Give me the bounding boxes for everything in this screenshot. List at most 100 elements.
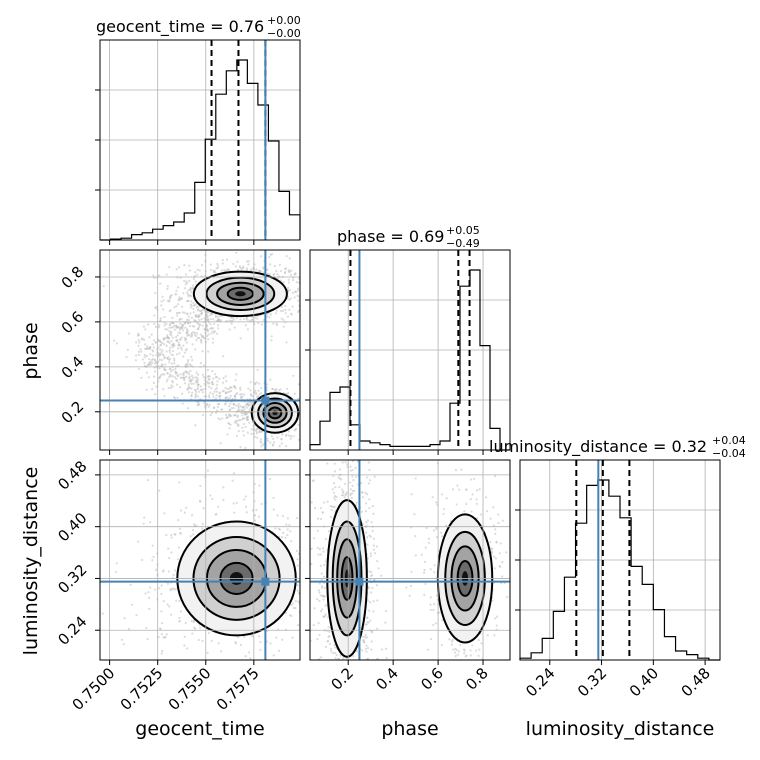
sample-point [257, 394, 260, 398]
sample-point [201, 324, 204, 327]
sample-point [168, 605, 171, 608]
sample-point [160, 351, 163, 354]
sample-point [286, 534, 289, 537]
sample-point [216, 264, 220, 267]
sample-point [307, 537, 309, 539]
sample-point [201, 523, 204, 526]
sample-point [196, 332, 199, 335]
sample-point [166, 670, 168, 672]
sample-point [249, 401, 253, 404]
sample-point [494, 528, 497, 531]
sample-point [179, 531, 182, 535]
sample-point [326, 689, 328, 691]
sample-point [324, 560, 327, 563]
sample-point [280, 438, 283, 441]
sample-point [197, 326, 201, 329]
sample-point [189, 369, 192, 373]
sample-point [215, 394, 218, 397]
sample-point [151, 358, 155, 361]
sample-point [102, 285, 105, 288]
sample-point [320, 509, 322, 511]
sample-point [289, 297, 292, 300]
sample-point [257, 635, 260, 638]
sample-point [181, 329, 185, 332]
sample-point [175, 371, 178, 375]
sample-point [214, 397, 218, 400]
sample-point [146, 345, 149, 348]
sample-point [469, 649, 472, 652]
sample-point [352, 479, 355, 482]
sample-point [173, 397, 177, 400]
sample-point [376, 599, 379, 602]
sample-point [276, 273, 279, 276]
sample-point [142, 325, 146, 328]
sample-point [262, 266, 265, 269]
sample-point [293, 392, 296, 395]
sample-point [313, 414, 315, 416]
scatter-panel-geocent_time-vs-phase-frame [99, 249, 301, 451]
sample-point [312, 479, 315, 482]
sample-point [225, 416, 228, 419]
sample-point [165, 322, 168, 325]
sample-point [215, 332, 219, 335]
sample-point [350, 668, 352, 670]
sample-point [232, 406, 235, 410]
contour-line-mode-1 [257, 397, 293, 429]
sample-point [232, 403, 236, 406]
sample-point [197, 313, 200, 317]
sample-point [234, 379, 237, 382]
sample-point [192, 382, 195, 385]
sample-point [233, 511, 236, 514]
sample-point [126, 348, 129, 351]
sample-point [435, 535, 439, 539]
sample-point [492, 555, 496, 558]
sample-point [352, 655, 355, 658]
sample-point [153, 375, 156, 378]
sample-point [101, 612, 104, 615]
sample-point [375, 545, 378, 548]
sample-point [193, 304, 196, 307]
sample-point [433, 564, 436, 567]
sample-point [198, 269, 201, 272]
sample-point [429, 596, 432, 599]
sample-point [168, 341, 171, 345]
sample-point [199, 323, 202, 326]
sample-point [297, 397, 300, 400]
sample-point [187, 315, 190, 318]
sample-point [314, 301, 316, 303]
sample-point [353, 708, 355, 710]
sample-point [164, 363, 167, 366]
sample-point [429, 568, 432, 571]
sample-point [224, 375, 227, 378]
sample-point [230, 406, 233, 410]
sample-point [358, 696, 360, 698]
sample-point [236, 260, 239, 263]
sample-point [162, 600, 165, 603]
sample-point [358, 661, 360, 663]
sample-point [242, 405, 246, 409]
sample-point [369, 552, 373, 555]
sample-point [314, 605, 316, 607]
sample-point [182, 344, 185, 347]
sample-point [224, 391, 227, 395]
sample-point [192, 307, 195, 310]
sample-point [202, 364, 205, 367]
xtick-label-luminosity_distance: 0.24 [522, 664, 558, 700]
sample-point [271, 387, 274, 391]
sample-point [342, 490, 345, 493]
sample-point [490, 547, 493, 550]
sample-point [190, 391, 194, 394]
sample-point [198, 318, 201, 322]
sample-point [324, 645, 327, 649]
sample-point [206, 380, 209, 383]
sample-point [232, 385, 236, 388]
sample-point [197, 383, 200, 386]
sample-point [227, 413, 230, 416]
sample-point [303, 569, 305, 571]
sample-point [165, 350, 168, 353]
sample-point [114, 570, 118, 574]
sample-point [152, 381, 155, 385]
sample-point [209, 414, 212, 417]
sample-point [324, 537, 327, 541]
sample-point [469, 497, 472, 501]
